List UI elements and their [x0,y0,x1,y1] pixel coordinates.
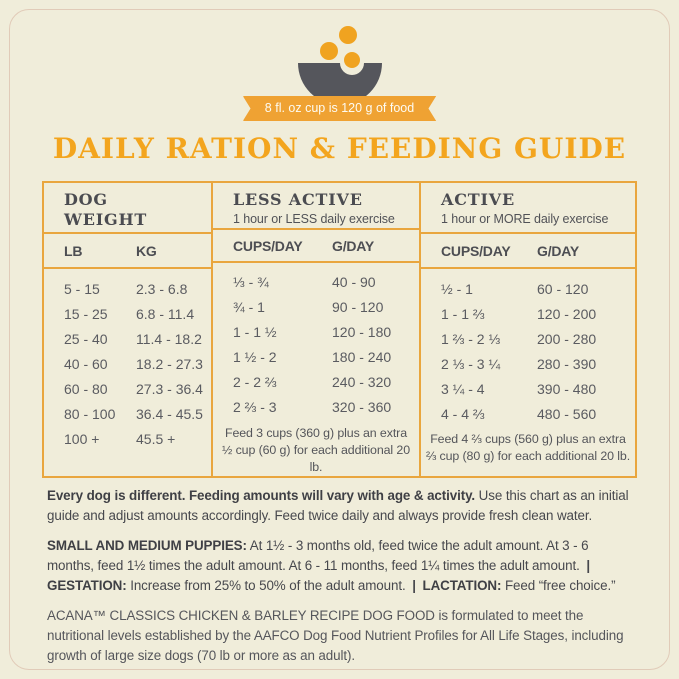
table-row: ½ - 1 60 - 120 [441,280,589,297]
active-header: ACTIVE 1 hour or MORE daily exercise [421,183,635,234]
dog-weight-subheader: LB KG [44,234,211,269]
table-row: 15 - 25 6.8 - 11.4 [64,305,195,322]
table-row: 1 ½ - 2 180 - 240 [233,349,392,366]
table-row: 40 - 60 18.2 - 27.3 [64,355,203,372]
col-header-kg: KG [136,242,157,259]
col-header-lb: LB [64,242,83,259]
less-active-header: LESS ACTIVE 1 hour or LESS daily exercis… [213,183,419,231]
less-active-extra-note: Feed 3 cups (360 g) plus an extra ½ cup … [222,425,410,474]
col-header-g-day: G/DAY [537,242,580,259]
less-active-body: ⅓ - ¾ 40 - 90 ¾ - 1 90 - 120 1 - 1 ½ 120 - … [213,263,419,476]
table-row: 100 +45.5 + [64,430,176,447]
table-row: ⅓ - ¾ 40 - 90 [233,274,376,291]
page-title: DAILY RATION & FEEDING GUIDE [52,132,627,165]
less-active-title: LESS ACTIVE [233,190,363,209]
feeding-disclaimer-paragraph: Every dog is different. Feeding amounts … [47,488,629,524]
table-row: 2 ⅓ - 3 ¼ 280 - 390 [441,355,597,372]
col-header-cups-day: CUPS/DAY [233,237,303,254]
lactation-label: LACTATION: [422,578,502,594]
feeding-table: DOG WEIGHT LB KG 5 - 15 2.3 - 6.8 15 - 25… [42,181,637,478]
active-extra-note: Feed 4 ⅔ cups (560 g) plus an extra ⅔ cu… [425,432,631,464]
active-subheader: CUPS/DAY G/DAY [421,234,635,269]
cup-measure-badge-text: 8 fl. oz cup is 120 g of food [264,101,415,115]
active-title: ACTIVE [441,190,515,209]
bowl-with-kibble-icon [297,26,382,105]
puppies-gestation-lactation-paragraph: SMALL AND MEDIUM PUPPIES: At 1½ - 3 mont… [47,538,616,594]
table-row: 2 - 2 ⅔ 240 - 320 [233,374,392,391]
header-icon-area [0,24,679,111]
table-row: 1 - 1 ½ 120 - 180 [233,324,392,341]
dog-weight-title-line1: DOG [64,190,108,209]
dog-weight-header: DOG WEIGHT [44,183,211,234]
gestation-label: GESTATION: [47,578,127,594]
table-row: 60 - 80 27.3 - 36.4 [64,380,203,397]
table-row: ¾ - 1 90 - 120 [233,299,384,316]
puppies-label: SMALL AND MEDIUM PUPPIES: [47,538,247,553]
table-row: 25 - 40 11.4 - 18.2 [64,330,202,347]
column-dog-weight: DOG WEIGHT LB KG 5 - 15 2.3 - 6.8 15 - 25… [44,183,211,476]
column-active: ACTIVE 1 hour or MORE daily exercise CUP… [419,183,635,476]
table-row: 1 ⅔ - 2 ⅓ 200 - 280 [441,330,597,347]
table-row: 2 ⅔ - 3 320 - 360 [233,399,392,416]
aafco-statement-paragraph: ACANA™ CLASSICS CHICKEN & BARLEY RECIPE … [47,608,624,664]
table-row: 80 - 100 36.4 - 45.5 [64,405,203,422]
active-body: ½ - 1 60 - 120 1 - 1 ⅔ 120 - 200 1 ⅔ - 2 ⅓… [421,269,635,465]
dog-weight-title-line2: WEIGHT [64,209,148,229]
disclaimer-bold: Every dog is different. Feeding amounts … [47,488,476,503]
dog-weight-body: 5 - 15 2.3 - 6.8 15 - 25 6.8 - 11.4 25 - 4… [44,269,211,451]
less-active-subheader: CUPS/DAY G/DAY [213,230,419,263]
column-less-active: LESS ACTIVE 1 hour or LESS daily exercis… [211,183,419,476]
col-header-cups-day: CUPS/DAY [441,242,511,259]
table-row: 1 - 1 ⅔ 120 - 200 [441,305,597,322]
table-row: 4 - 4 ⅔ 480 - 560 [441,405,597,422]
active-subtitle: 1 hour or MORE daily exercise [441,211,609,226]
table-row: 5 - 15 2.3 - 6.8 [64,280,188,297]
less-active-subtitle: 1 hour or LESS daily exercise [233,211,395,226]
col-header-g-day: G/DAY [332,237,375,254]
cup-measure-badge: 8 fl. oz cup is 120 g of food [242,96,437,121]
table-row: 3 ¼ - 4 390 - 480 [441,380,597,397]
